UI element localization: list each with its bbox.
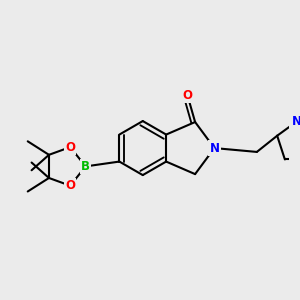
Text: B: B xyxy=(81,160,90,173)
Text: O: O xyxy=(65,141,75,154)
Text: N: N xyxy=(292,115,300,128)
Text: N: N xyxy=(209,142,219,154)
Text: O: O xyxy=(182,88,192,101)
Text: O: O xyxy=(65,179,75,192)
